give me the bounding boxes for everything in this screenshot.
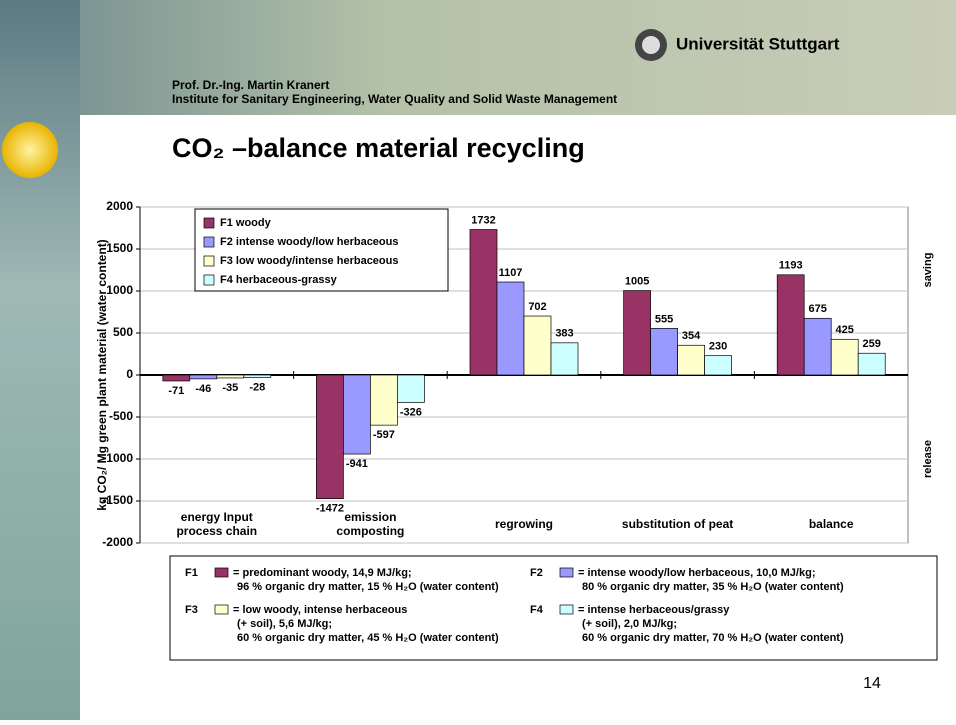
bar xyxy=(343,374,371,455)
y-tick-label: 1500 xyxy=(106,241,133,255)
x-tick-label: emission composting xyxy=(336,510,404,538)
value-label: 383 xyxy=(555,328,573,340)
x-tick-label: energy Input process chain xyxy=(176,510,257,538)
legend-label: F4 herbaceous-grassy xyxy=(220,274,338,286)
value-label: 259 xyxy=(863,338,881,350)
header-photo xyxy=(0,0,956,115)
value-label: -35 xyxy=(222,382,238,394)
slide-title: CO₂ –balance material recycling xyxy=(172,133,585,163)
note-swatch xyxy=(214,604,229,615)
notes-box xyxy=(169,555,938,661)
note-line: = low woody, intense herbaceous xyxy=(233,604,407,616)
bar xyxy=(397,374,425,403)
y-tick-label: 1000 xyxy=(106,283,133,297)
x-tick-label: balance xyxy=(809,517,854,531)
value-label: 1005 xyxy=(625,275,649,287)
value-label: -941 xyxy=(346,458,368,470)
y-tick-label: -1000 xyxy=(102,451,133,465)
side-photo xyxy=(0,0,80,720)
bar xyxy=(803,317,832,376)
y-tick-label: 0 xyxy=(126,367,133,381)
value-label: -71 xyxy=(168,385,184,397)
note-line: 60 % organic dry matter, 70 % H₂O (water… xyxy=(582,632,844,644)
bar xyxy=(857,352,886,376)
x-tick-label: regrowing xyxy=(495,517,553,531)
y-tick-label: -500 xyxy=(109,409,133,423)
value-label: 425 xyxy=(836,324,854,336)
note-line: 96 % organic dry matter, 15 % H₂O (water… xyxy=(237,581,499,593)
side-label: release xyxy=(922,440,934,478)
value-label: 702 xyxy=(528,301,546,313)
bar xyxy=(523,315,552,376)
note-swatch xyxy=(559,567,574,578)
logo xyxy=(2,122,58,178)
y-tick-label: -2000 xyxy=(102,535,133,549)
value-label: -1472 xyxy=(316,503,344,515)
legend-label: F2 intense woody/low herbaceous xyxy=(220,236,398,248)
value-label: 1193 xyxy=(779,260,803,272)
bar xyxy=(650,328,678,376)
legend-box xyxy=(194,208,449,292)
y-tick-label: 500 xyxy=(113,325,133,339)
university: Universität Stuttgart xyxy=(676,34,840,53)
bar xyxy=(677,344,705,376)
legend-swatch xyxy=(203,217,215,229)
value-label: 555 xyxy=(655,313,673,325)
bar xyxy=(243,374,272,378)
uni-logo-core xyxy=(642,36,660,54)
bar xyxy=(370,374,398,426)
bar xyxy=(776,274,805,376)
note-label: F1 xyxy=(185,567,198,579)
value-label: -326 xyxy=(400,406,422,418)
legend-swatch xyxy=(203,274,215,286)
value-label: 1107 xyxy=(499,267,523,279)
y-tick-label: -1500 xyxy=(102,493,133,507)
page-number: 14 xyxy=(863,675,881,692)
bar xyxy=(316,374,344,499)
note-line: = predominant woody, 14,9 MJ/kg; xyxy=(233,567,412,579)
institute: Institute for Sanitary Engineering, Wate… xyxy=(172,92,617,106)
title-band xyxy=(80,115,956,180)
bar xyxy=(216,374,245,379)
value-label: -46 xyxy=(195,383,211,395)
value-label: 1732 xyxy=(471,214,495,226)
note-line: 60 % organic dry matter, 45 % H₂O (water… xyxy=(237,632,499,644)
legend-label: F1 woody xyxy=(220,217,272,229)
bar xyxy=(469,229,498,376)
note-label: F4 xyxy=(530,604,544,616)
note-swatch xyxy=(214,567,229,578)
bar xyxy=(496,281,525,376)
note-line: = intense woody/low herbaceous, 10,0 MJ/… xyxy=(578,567,815,579)
bar xyxy=(162,374,191,382)
note-line: = intense herbaceous/grassy xyxy=(578,604,730,616)
x-tick-label: substitution of peat xyxy=(622,517,733,531)
legend-swatch xyxy=(203,255,215,267)
author: Prof. Dr.-Ing. Martin Kranert xyxy=(172,78,329,92)
note-line: (+ soil), 5,6 MJ/kg; xyxy=(237,618,332,630)
bar xyxy=(550,342,579,376)
legend-label: F3 low woody/intense herbaceous xyxy=(220,255,398,267)
note-label: F2 xyxy=(530,567,543,579)
legend-swatch xyxy=(203,236,215,248)
note-line: (+ soil), 2,0 MJ/kg; xyxy=(582,618,677,630)
note-label: F3 xyxy=(185,604,198,616)
bar xyxy=(830,338,859,376)
note-swatch xyxy=(559,604,574,615)
value-label: -597 xyxy=(373,429,395,441)
bar xyxy=(704,355,732,376)
bar xyxy=(623,290,651,376)
value-label: 230 xyxy=(709,341,727,353)
y-tick-label: 2000 xyxy=(106,199,133,213)
value-label: 675 xyxy=(809,303,827,315)
note-line: 80 % organic dry matter, 35 % H₂O (water… xyxy=(582,581,844,593)
value-label: 354 xyxy=(682,330,701,342)
side-label: saving xyxy=(922,253,934,288)
value-label: -28 xyxy=(249,381,265,393)
y-axis-label: kg CO₂/ Mg green plant material (water c… xyxy=(95,239,109,510)
bar xyxy=(189,374,218,380)
